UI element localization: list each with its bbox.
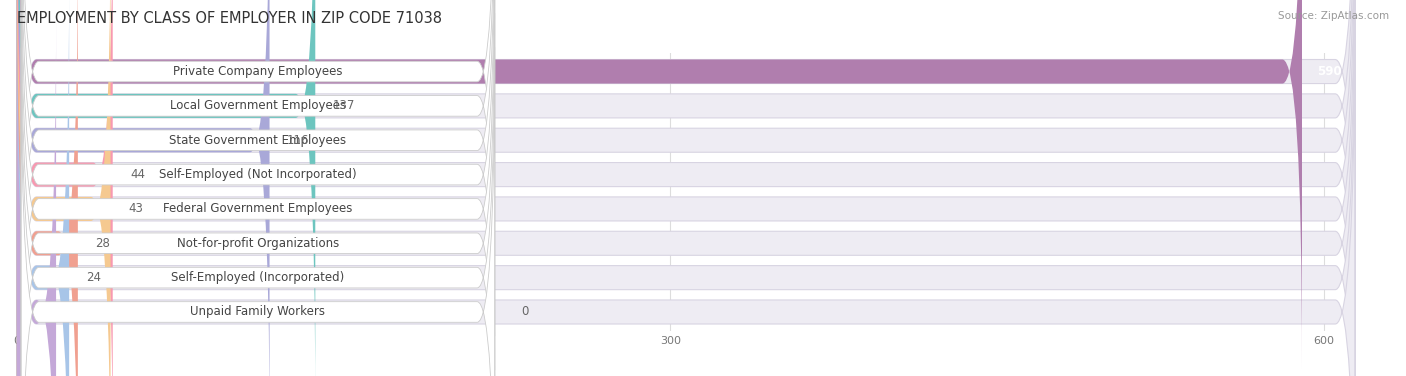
Text: EMPLOYMENT BY CLASS OF EMPLOYER IN ZIP CODE 71038: EMPLOYMENT BY CLASS OF EMPLOYER IN ZIP C… — [17, 11, 441, 26]
FancyBboxPatch shape — [17, 0, 1355, 376]
Text: 137: 137 — [333, 99, 356, 112]
Text: 24: 24 — [87, 271, 101, 284]
FancyBboxPatch shape — [21, 0, 495, 336]
Text: Self-Employed (Not Incorporated): Self-Employed (Not Incorporated) — [159, 168, 357, 181]
Text: Not-for-profit Organizations: Not-for-profit Organizations — [177, 237, 339, 250]
FancyBboxPatch shape — [21, 0, 495, 376]
Text: Local Government Employees: Local Government Employees — [170, 99, 346, 112]
FancyBboxPatch shape — [21, 13, 495, 376]
FancyBboxPatch shape — [17, 15, 56, 376]
Text: 28: 28 — [96, 237, 110, 250]
FancyBboxPatch shape — [17, 0, 1355, 376]
FancyBboxPatch shape — [17, 0, 77, 376]
FancyBboxPatch shape — [21, 0, 495, 376]
Text: Federal Government Employees: Federal Government Employees — [163, 202, 353, 215]
Text: Unpaid Family Workers: Unpaid Family Workers — [190, 305, 325, 318]
Text: Self-Employed (Incorporated): Self-Employed (Incorporated) — [172, 271, 344, 284]
Text: 0: 0 — [520, 305, 529, 318]
FancyBboxPatch shape — [17, 0, 1355, 376]
FancyBboxPatch shape — [21, 0, 495, 376]
Text: 44: 44 — [131, 168, 145, 181]
Text: Private Company Employees: Private Company Employees — [173, 65, 343, 78]
FancyBboxPatch shape — [17, 0, 112, 376]
FancyBboxPatch shape — [17, 0, 1355, 368]
FancyBboxPatch shape — [17, 0, 69, 376]
FancyBboxPatch shape — [21, 0, 495, 376]
Text: 43: 43 — [128, 202, 143, 215]
FancyBboxPatch shape — [17, 0, 1355, 376]
FancyBboxPatch shape — [17, 0, 270, 376]
FancyBboxPatch shape — [17, 0, 1355, 376]
Text: Source: ZipAtlas.com: Source: ZipAtlas.com — [1278, 11, 1389, 21]
Text: State Government Employees: State Government Employees — [169, 134, 346, 147]
FancyBboxPatch shape — [17, 0, 1355, 376]
FancyBboxPatch shape — [17, 15, 1355, 376]
Text: 590: 590 — [1317, 65, 1341, 78]
Text: 116: 116 — [287, 134, 309, 147]
FancyBboxPatch shape — [21, 47, 495, 376]
FancyBboxPatch shape — [17, 0, 111, 376]
FancyBboxPatch shape — [17, 0, 1302, 368]
FancyBboxPatch shape — [21, 0, 495, 370]
FancyBboxPatch shape — [17, 0, 315, 376]
